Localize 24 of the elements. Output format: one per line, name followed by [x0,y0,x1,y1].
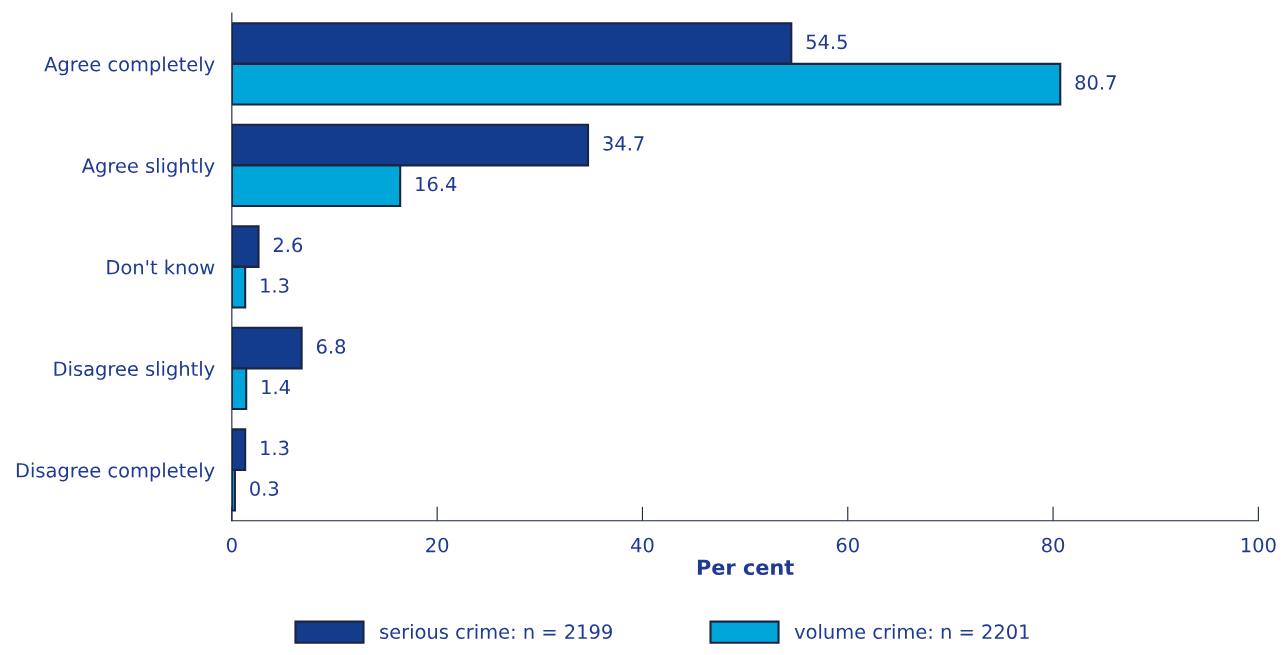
y-tick-label: Don't know [107,259,215,275]
data-label: 1.4 [262,379,290,395]
x-tick-label: 100 [1241,537,1276,553]
data-label: 54.5 [806,34,847,50]
x-axis-title: Per cent [697,559,794,576]
y-tick-label: Agree slightly [81,158,215,177]
x-tick-label: 0 [226,537,237,553]
data-label: 6.8 [316,339,346,354]
y-tick-label: Agree completely [44,56,215,76]
data-label: 34.7 [603,136,644,151]
y-tick-label: Disagree slightly [54,361,215,380]
data-label: 80.7 [1075,75,1116,90]
data-label: 2.6 [273,237,303,253]
y-tick-label: Disagree completely [16,462,215,482]
data-label: 1.3 [261,278,289,293]
x-tick-label: 80 [1042,537,1065,553]
x-tick-label: 60 [836,537,859,553]
data-label: 0.3 [250,481,279,496]
data-label: 1.3 [261,440,289,456]
x-tick-label: 20 [426,537,449,553]
legend-label: serious crime: n = 2199 [380,623,612,640]
data-label: 16.4 [416,176,457,192]
legend-label: volume crime: n = 2201 [794,623,1029,640]
x-tick-label: 40 [631,537,654,553]
